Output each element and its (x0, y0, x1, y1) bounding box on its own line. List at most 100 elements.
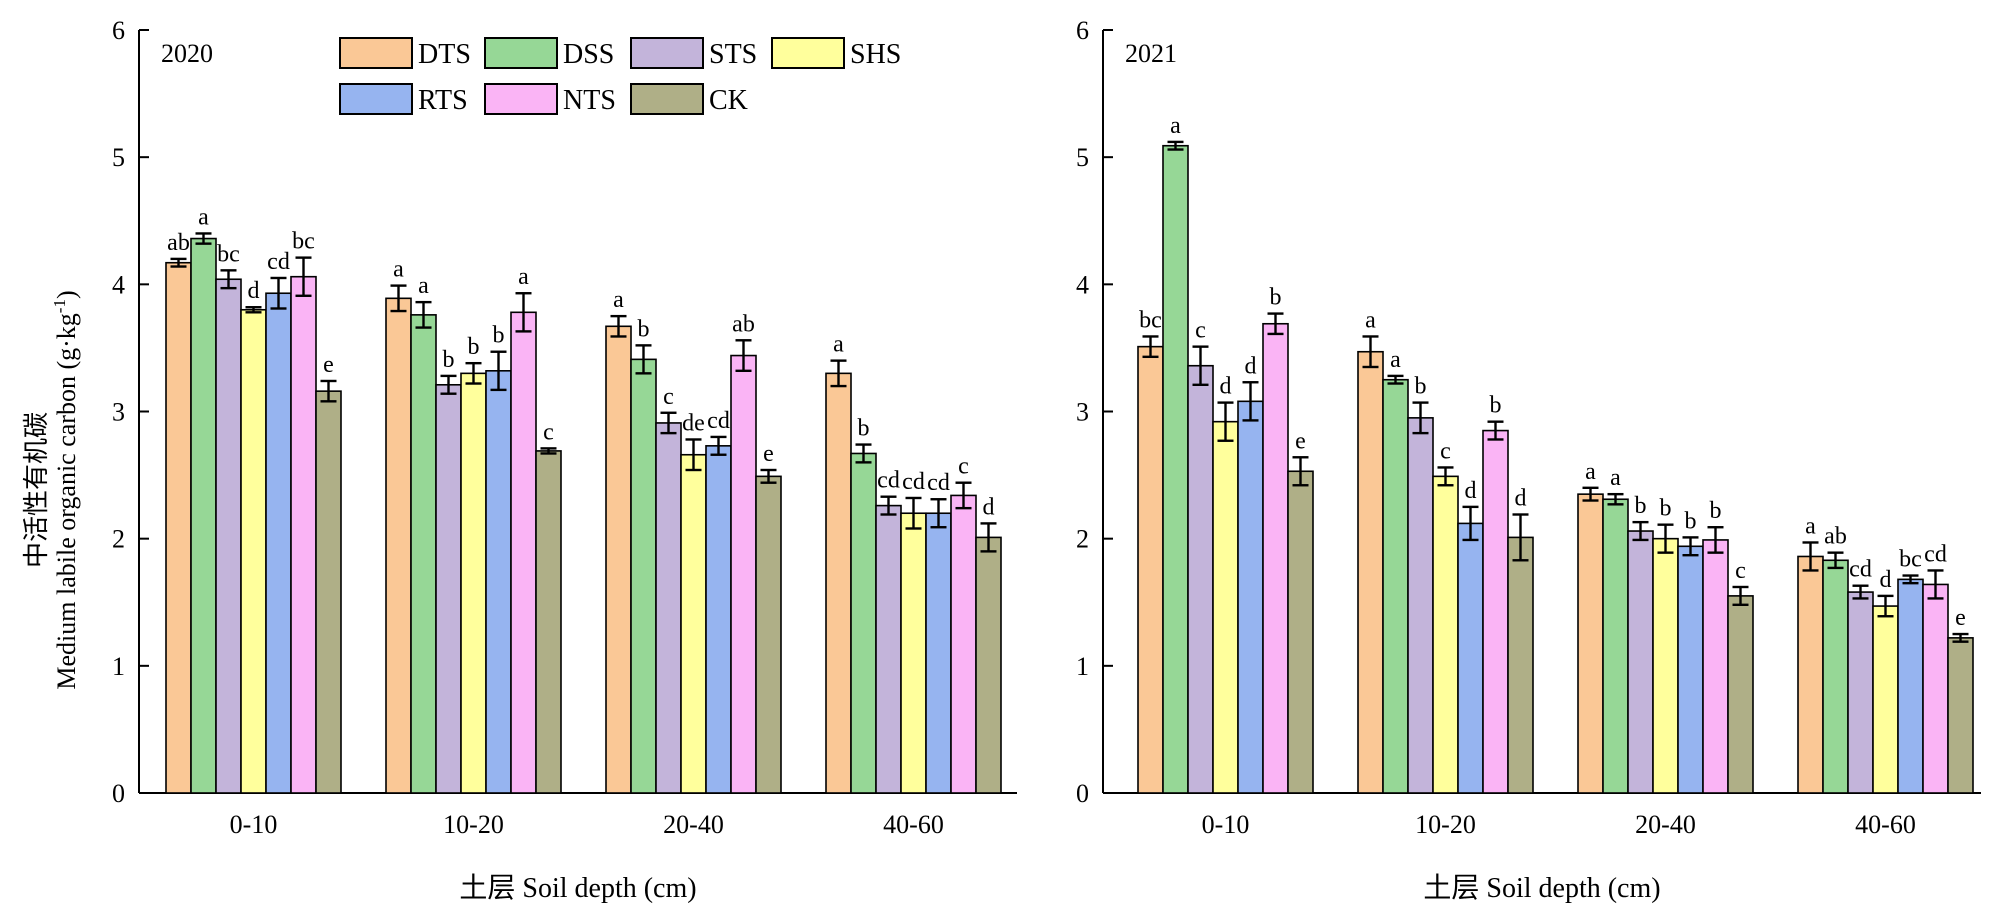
significance-letter: b (1635, 493, 1647, 519)
significance-letter: b (1490, 393, 1502, 419)
legend-swatch-sts (630, 37, 704, 69)
bar-nts (1702, 539, 1729, 794)
x-axis-title: 土层 Soil depth (cm) (1423, 872, 1660, 904)
y-axis-title-en: Medium labile organic carbon (g·kg-1) (50, 290, 81, 689)
significance-letter: e (323, 352, 334, 378)
y-tick-label: 2 (112, 525, 125, 554)
bar-shs (240, 308, 267, 794)
bar-shs (1212, 420, 1239, 794)
bar-dss (190, 237, 217, 794)
bar-ck (975, 536, 1002, 794)
significance-letter: b (1415, 374, 1427, 400)
legend-label-rts: RTS (418, 85, 468, 116)
bar-sts (215, 278, 242, 794)
significance-letter: bc (1899, 547, 1922, 573)
legend-label-nts: NTS (563, 85, 616, 116)
significance-letter: ab (732, 311, 755, 337)
bar-dss (1602, 498, 1629, 794)
significance-letter: a (1610, 465, 1621, 491)
significance-letter: d (1465, 478, 1477, 504)
bar-rts (1677, 545, 1704, 794)
significance-letter: a (198, 204, 209, 230)
bar-sts (1407, 417, 1434, 794)
significance-letter: c (958, 454, 969, 480)
bar-nts (290, 275, 317, 794)
significance-letter: c (543, 419, 554, 445)
y-tick-label: 4 (112, 270, 125, 299)
bar-rts (1457, 522, 1484, 794)
bar-nts (730, 354, 757, 794)
bar-ck (315, 390, 342, 794)
bar-ck (1287, 470, 1314, 794)
significance-letter: a (1170, 113, 1181, 139)
bar-nts (950, 494, 977, 794)
significance-letter: b (443, 347, 455, 373)
bar-rts (265, 292, 292, 794)
significance-letter: cd (902, 469, 925, 495)
x-tick-label: 40-60 (883, 810, 944, 839)
bar-ck (535, 450, 562, 794)
x-tick-label: 40-60 (1855, 810, 1916, 839)
y-tick-label: 6 (112, 16, 125, 45)
bar-rts (705, 445, 732, 794)
legend-label-dss: DSS (563, 39, 614, 70)
bar-shs (460, 372, 487, 794)
legend-swatch-dss (484, 37, 558, 69)
bar-dss (410, 314, 437, 794)
bar-dss (1822, 559, 1849, 794)
significance-letter: d (1515, 486, 1527, 512)
significance-letter: bc (1139, 307, 1162, 333)
significance-letter: bc (292, 229, 315, 255)
x-tick-label: 0-10 (230, 810, 278, 839)
panel-label: 2021 (1125, 39, 1177, 68)
bar-nts (1482, 429, 1509, 794)
bar-dts (385, 297, 412, 794)
x-tick-label: 10-20 (443, 810, 504, 839)
bar-dss (850, 452, 877, 794)
y-tick-label: 0 (112, 779, 125, 808)
y-axis-title-group: 中活性有机碳 Medium labile organic carbon (g·k… (22, 290, 81, 689)
significance-letter: cd (267, 249, 290, 275)
panel-label: 2020 (161, 39, 213, 68)
bar-shs (680, 453, 707, 794)
bar-sts (1187, 364, 1214, 794)
bar-dts (1137, 345, 1164, 794)
y-axis-title-en-main: Medium labile organic carbon (g·kg (52, 313, 81, 689)
bar-nts (510, 311, 537, 794)
significance-letter: d (248, 278, 260, 304)
bar-sts (435, 383, 462, 794)
significance-letter: a (1365, 307, 1376, 333)
bar-nts (1922, 583, 1949, 794)
significance-letter: ab (1824, 524, 1847, 550)
bar-sts (1847, 591, 1874, 794)
legend-label-dts: DTS (418, 39, 471, 70)
x-tick-label: 0-10 (1202, 810, 1250, 839)
bar-dts (1577, 493, 1604, 794)
significance-letter: d (983, 494, 995, 520)
bar-dts (165, 261, 192, 794)
bar-dts (1357, 350, 1384, 794)
y-tick-label: 1 (1076, 652, 1089, 681)
bar-dss (1382, 378, 1409, 794)
legend-label-sts: STS (709, 39, 757, 70)
y-tick-label: 1 (112, 652, 125, 681)
legend: DTS DSS STS SHS RTS NTS CK (339, 37, 901, 116)
y-axis-title-en-close: ) (52, 290, 81, 299)
y-axis-title-cn: 中活性有机碳 (22, 412, 51, 568)
significance-letter: bc (217, 241, 240, 267)
significance-letter: ab (167, 230, 190, 256)
y-tick-label: 3 (1076, 398, 1089, 427)
y-axis-title-en-sup: -1 (50, 299, 69, 313)
significance-letter: c (1735, 558, 1746, 584)
significance-letter: b (638, 316, 650, 342)
bar-shs (900, 512, 927, 794)
significance-letter: cd (877, 468, 900, 494)
x-tick-label: 20-40 (1635, 810, 1696, 839)
bar-rts (925, 512, 952, 794)
significance-letter: a (613, 287, 624, 313)
x-axis-title: 土层 Soil depth (cm) (459, 872, 696, 904)
significance-letter: a (1585, 459, 1596, 485)
panel-2021: 012345620210-10bcacddbe10-20aabcdbd20-40… (1076, 16, 1981, 904)
significance-letter: b (1710, 498, 1722, 524)
